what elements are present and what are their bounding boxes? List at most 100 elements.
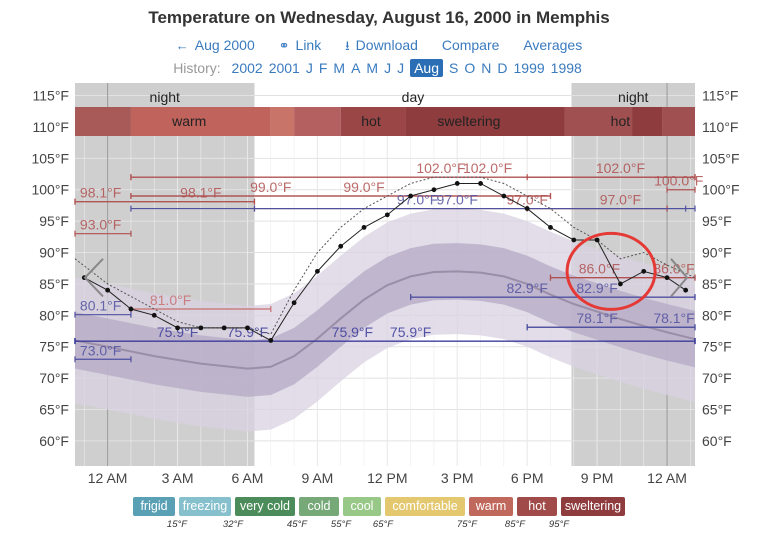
history-label: History:	[173, 60, 221, 76]
observed-point-2	[128, 306, 134, 312]
download-icon: ⭳	[345, 38, 350, 53]
ref-label-23: 82.9°F	[576, 280, 617, 296]
observed-point-11	[338, 243, 344, 249]
history-item-9[interactable]: Aug	[410, 59, 444, 77]
band-segment-8	[662, 107, 695, 136]
legend-threshold-3: 55°F	[330, 519, 352, 530]
history-item-11[interactable]: O	[464, 60, 476, 76]
history-item-1[interactable]: 2001	[268, 60, 300, 76]
band-label-0: warm	[171, 113, 206, 129]
observed-point-8	[268, 338, 274, 343]
history-item-8[interactable]: J	[397, 60, 405, 76]
observed-point-1	[105, 287, 111, 293]
y-tick-label-left-3: 75°F	[39, 339, 69, 355]
y-tick-label-left-6: 90°F	[39, 245, 69, 261]
y-tick-label-right-11: 115°F	[702, 88, 738, 104]
observed-point-18	[501, 193, 507, 199]
history-item-12[interactable]: N	[481, 60, 492, 76]
normal-mean-line	[74, 270, 696, 370]
ref-label-11: 99.0°F	[343, 179, 384, 195]
link-icon: ⚭	[278, 38, 290, 53]
ref-label-12: 97.0°F	[397, 192, 438, 208]
history-item-5[interactable]: A	[351, 60, 361, 76]
x-tick-label-7: 9 PM	[581, 470, 614, 486]
observed-point-21	[571, 237, 577, 243]
annotation-circle	[565, 231, 657, 311]
observed-point-7	[245, 325, 250, 331]
ref-label-21: 86.0°F	[653, 261, 694, 277]
ref-label-13: 102.0°F	[416, 160, 465, 176]
y-tick-label-left-10: 110°F	[33, 119, 69, 135]
observed-point-9	[291, 300, 297, 306]
legend-threshold-5: 75°F	[456, 519, 478, 530]
y-tick-label-left-4: 80°F	[39, 307, 69, 323]
x-tick-label-8: 12 AM	[647, 470, 687, 486]
legend-item-hot: hot	[517, 497, 557, 516]
y-tick-label-left-9: 105°F	[31, 150, 69, 166]
y-tick-label-right-8: 100°F	[702, 182, 740, 198]
history-item-10[interactable]: S	[449, 60, 459, 76]
observed-point-24	[641, 268, 647, 274]
history-row: History: 2002 2001 J F M A M J J Aug S O N D 1999 1998	[0, 59, 758, 77]
x-tick-label-1: 3 AM	[162, 470, 194, 486]
ref-label-16: 102.0°F	[596, 160, 645, 176]
y-tick-label-right-4: 80°F	[702, 307, 732, 323]
y-tick-label-right-2: 70°F	[702, 370, 732, 386]
x-tick-label-3: 9 AM	[301, 470, 333, 486]
legend-threshold-7: 95°F	[548, 519, 570, 530]
temperature-chart: night day night warm hot sweltering hot 98.1°F 9…	[31, 83, 740, 486]
legend-item-very-cold: very cold	[235, 497, 295, 516]
observed-point-16	[454, 181, 460, 186]
nav-link[interactable]: ⚭ Link	[279, 37, 322, 53]
y-tick-label-left-11: 115°F	[33, 88, 69, 104]
history-item-6[interactable]: M	[366, 60, 379, 76]
nav-download[interactable]: ⭳ Download	[345, 37, 418, 53]
observed-point-19	[524, 206, 530, 211]
nav-prev-month[interactable]: ← Aug 2000	[176, 37, 255, 53]
ref-label-14: 102.0°F	[463, 160, 512, 176]
y-tick-label-right-3: 75°F	[702, 339, 732, 355]
dotted-temperature-line	[74, 176, 696, 335]
normal-band-inner	[75, 243, 695, 397]
y-tick-label-right-1: 65°F	[702, 401, 732, 417]
page-title: Temperature on Wednesday, August 16, 200…	[148, 8, 610, 27]
observed-point-22	[594, 237, 600, 243]
legend-item-cold: cold	[299, 497, 339, 516]
ref-label-17: 100.0°F	[654, 173, 703, 189]
y-tick-label-left-8: 100°F	[31, 182, 69, 198]
history-item-0[interactable]: 2002	[231, 60, 263, 76]
ref-label-2: 93.0°F	[80, 217, 121, 233]
ref-label-19: 97.0°F	[437, 192, 478, 208]
ref-label-15: 97.0°F	[506, 192, 547, 208]
chevron-left-icon[interactable]	[83, 258, 104, 298]
nav-averages[interactable]: Averages	[523, 37, 583, 53]
history-item-2[interactable]: J	[305, 60, 313, 76]
band-label-2: sweltering	[437, 113, 500, 129]
chevron-right-icon[interactable]	[670, 258, 689, 298]
band-segment-7	[632, 107, 663, 136]
arrow-left-icon: ←	[175, 38, 189, 53]
history-item-4[interactable]: M	[333, 60, 346, 76]
history-item-15[interactable]: 1998	[550, 60, 582, 76]
history-item-13[interactable]: D	[497, 60, 508, 76]
nav-link-label: Link	[295, 37, 322, 53]
history-item-7[interactable]: J	[384, 60, 392, 76]
observed-point-20	[548, 225, 553, 230]
history-item-3[interactable]: F	[318, 60, 328, 76]
legend-threshold-4: 65°F	[372, 519, 394, 530]
nav-download-label: Download	[355, 37, 418, 53]
nav-compare[interactable]: Compare	[441, 37, 500, 53]
legend-item-comfortable: comfortable	[385, 497, 465, 516]
ref-label-3: 81.0°F	[150, 292, 191, 308]
y-tick-label-right-6: 90°F	[702, 245, 732, 261]
x-tick-label-5: 3 PM	[441, 470, 474, 486]
nav-row: ← Aug 2000 ⚭ Link ⭳ Download Compare Averag…	[0, 37, 758, 59]
observed-point-17	[478, 181, 483, 186]
x-tick-label-2: 6 AM	[232, 470, 264, 486]
legend-item-cool: cool	[343, 497, 381, 516]
ref-label-24: 78.1°F	[576, 310, 617, 326]
history-item-14[interactable]: 1999	[513, 60, 545, 76]
y-tick-label-right-10: 110°F	[702, 119, 738, 135]
ref-label-0: 98.1°F	[180, 185, 221, 201]
ref-label-8: 75.9°F	[390, 324, 431, 340]
